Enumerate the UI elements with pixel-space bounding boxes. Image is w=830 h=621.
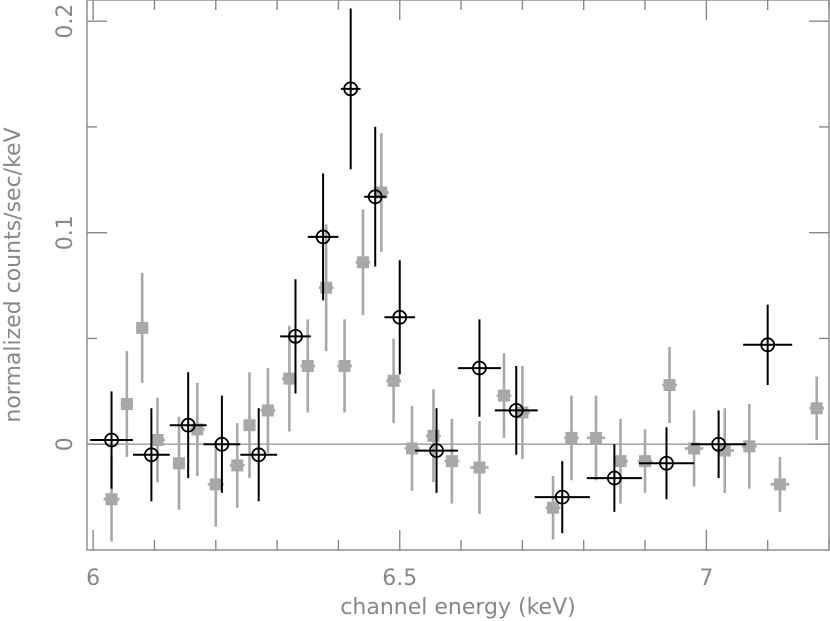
data-point-square — [338, 359, 351, 372]
data-point-square — [565, 431, 578, 444]
data-point-square — [639, 455, 652, 468]
data-point-square — [301, 359, 314, 372]
data-point-circle — [251, 447, 267, 463]
data-point-circle — [760, 337, 776, 353]
data-point-square — [718, 444, 731, 457]
data-point-square — [406, 442, 419, 455]
series-gray-squares — [103, 133, 825, 542]
data-point-square — [120, 398, 133, 411]
data-point-square — [320, 281, 333, 294]
data-point-square — [283, 372, 296, 385]
data-point-square — [663, 379, 676, 391]
y-tick-label: 0 — [53, 437, 78, 451]
data-point-square — [231, 459, 244, 472]
data-point-circle — [214, 436, 230, 452]
data-point-square — [356, 256, 369, 269]
data-point-square — [773, 478, 786, 491]
data-point-circle — [180, 417, 196, 433]
data-point-square — [209, 478, 222, 491]
data-point-circle — [288, 328, 303, 344]
data-point-circle — [606, 470, 622, 486]
data-point-square — [151, 434, 164, 446]
data-point-circle — [659, 455, 674, 471]
data-point-circle — [508, 402, 524, 418]
data-point-circle — [429, 443, 444, 458]
x-tick-label: 7 — [699, 566, 713, 591]
data-point-square — [243, 419, 256, 432]
data-point-square — [810, 402, 823, 415]
data-point-square — [261, 404, 274, 417]
data-point-square — [614, 455, 627, 468]
data-point-square — [172, 457, 185, 470]
data-point-square — [375, 186, 388, 199]
data-point-circle — [554, 489, 570, 505]
tick-labels: 6 6.5 7 0 0.1 0.2 — [53, 4, 713, 591]
data-point-circle — [343, 81, 359, 97]
data-point-circle — [367, 189, 383, 205]
data-point-square — [688, 442, 701, 455]
data-point-circle — [315, 229, 331, 245]
data-point-square — [497, 389, 510, 402]
data-point-square — [547, 501, 560, 514]
series-black-circles — [90, 8, 793, 534]
data-point-square — [387, 374, 400, 387]
data-point-square — [445, 455, 458, 468]
data-point-square — [105, 493, 118, 506]
data-point-circle — [472, 360, 487, 376]
data-point-circle — [392, 309, 408, 325]
y-axis-title: normalized counts/sec/keV — [1, 127, 26, 422]
x-tick-label: 6.5 — [382, 566, 417, 591]
data-point-circle — [711, 436, 727, 452]
x-tick-label: 6 — [86, 566, 100, 591]
y-tick-label: 0.2 — [53, 4, 78, 39]
plot-frame — [86, 0, 830, 551]
data-point-circle — [104, 432, 119, 448]
data-point-square — [427, 429, 440, 442]
data-point-square — [136, 321, 149, 334]
y-tick-label: 0.1 — [53, 215, 78, 250]
data-point-square — [743, 440, 756, 453]
x-axis-title: channel energy (keV) — [340, 595, 575, 620]
data-point-square — [473, 461, 486, 474]
data-point-square — [589, 431, 602, 444]
axis-ticks — [87, 0, 830, 550]
data-point-circle — [143, 447, 159, 463]
